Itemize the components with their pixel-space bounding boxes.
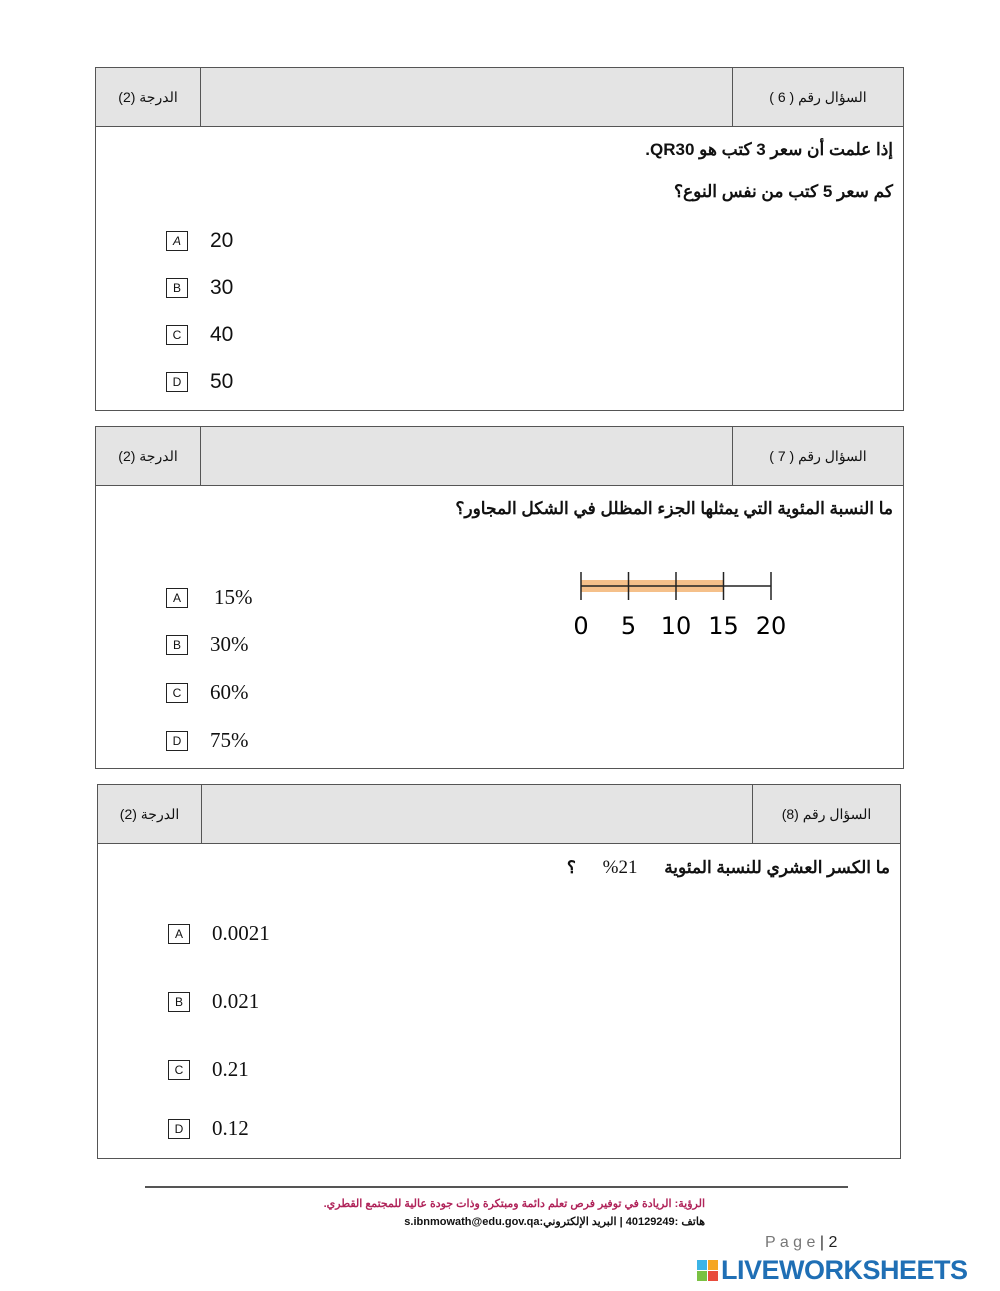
option-value: 30 xyxy=(210,276,234,299)
question-7: الدرجة (2) السؤال رقم ( 7 ) ما النسبة ال… xyxy=(95,426,904,769)
percent-value: 21% xyxy=(602,857,638,878)
option-value: 15% xyxy=(214,585,253,609)
tick-label: 5 xyxy=(621,612,636,640)
option-letter[interactable]: A xyxy=(166,231,188,251)
option-c[interactable]: C 0.21 xyxy=(168,1057,249,1082)
option-d[interactable]: D 75% xyxy=(166,728,249,753)
question-line: ما الكسر العشري للنسبة المئوية 21% ؟ xyxy=(567,857,890,879)
question-number: السؤال رقم ( 7 ) xyxy=(769,447,867,464)
liveworksheets-logo: LIVEWORKSHEETS xyxy=(697,1255,968,1286)
footer-contact: هاتف :40129249 | البريد الإلكتروني:s.ibn… xyxy=(404,1216,705,1228)
page-number: 2 xyxy=(828,1234,838,1251)
option-c[interactable]: C 40 xyxy=(166,323,233,347)
question-number: السؤال رقم (8) xyxy=(781,805,872,822)
logo-icon xyxy=(697,1260,718,1281)
option-value: 40 xyxy=(210,323,234,346)
option-letter[interactable]: C xyxy=(166,682,188,703)
logo-text: LIVEWORKSHEETS xyxy=(721,1255,968,1285)
option-letter[interactable]: D xyxy=(168,1118,190,1139)
option-value: 0.0021 xyxy=(212,921,270,945)
option-b[interactable]: B 30% xyxy=(166,632,249,657)
tick-label: 15 xyxy=(708,612,739,640)
page-label: P a g e xyxy=(765,1234,816,1251)
question-8: الدرجة (2) السؤال رقم (8) ما الكسر العشر… xyxy=(97,784,901,1159)
question-header: الدرجة (2) السؤال رقم (8) xyxy=(98,785,900,844)
answer-area[interactable] xyxy=(201,427,733,485)
question-number: السؤال رقم ( 6 ) xyxy=(769,88,867,105)
option-value: 0.12 xyxy=(212,1116,249,1140)
grade-label: الدرجة (2) xyxy=(96,68,201,126)
option-value: 30% xyxy=(210,632,249,656)
option-value: 0.21 xyxy=(212,1057,249,1081)
option-b[interactable]: B 0.021 xyxy=(168,989,259,1014)
option-value: 20 xyxy=(210,229,234,252)
footer-divider xyxy=(145,1186,848,1188)
option-value: 75% xyxy=(210,728,249,752)
option-value: 60% xyxy=(210,680,249,704)
answer-area[interactable] xyxy=(202,785,753,843)
option-c[interactable]: C 60% xyxy=(166,680,249,705)
question-mark: ؟ xyxy=(566,858,576,877)
option-d[interactable]: D 0.12 xyxy=(168,1116,249,1141)
page-indicator: P a g e | 2 xyxy=(765,1234,838,1251)
option-letter[interactable]: B xyxy=(166,278,188,298)
question-line: إذا علمت أن سعر 3 كتب هو QR30. xyxy=(645,140,893,159)
question-header: الدرجة (2) السؤال رقم ( 7 ) xyxy=(96,427,903,486)
option-letter[interactable]: B xyxy=(166,634,188,655)
question-line: ما النسبة المئوية التي يمثلها الجزء المظ… xyxy=(455,499,893,518)
tick-label: 10 xyxy=(661,612,692,640)
option-letter[interactable]: D xyxy=(166,372,188,392)
option-a[interactable]: A 0.0021 xyxy=(168,921,270,946)
option-letter[interactable]: B xyxy=(168,991,190,1012)
question-line: كم سعر 5 كتب من نفس النوع؟ xyxy=(674,182,893,201)
answer-area[interactable] xyxy=(201,68,733,126)
question-text: ما الكسر العشري للنسبة المئوية xyxy=(664,858,890,877)
option-d[interactable]: D 50 xyxy=(166,370,233,394)
option-letter[interactable]: C xyxy=(166,325,188,345)
grade-label: الدرجة (2) xyxy=(96,427,201,485)
option-letter[interactable]: A xyxy=(166,587,188,608)
option-letter[interactable]: D xyxy=(166,730,188,751)
question-6: الدرجة (2) السؤال رقم ( 6 ) إذا علمت أن … xyxy=(95,67,904,411)
option-a[interactable]: A 15% xyxy=(166,585,253,610)
tick-label: 0 xyxy=(573,612,588,640)
footer-vision: الرؤية: الريادة في توفير فرص تعلم دائمة … xyxy=(323,1198,705,1210)
option-letter[interactable]: C xyxy=(168,1059,190,1080)
option-a[interactable]: A 20 xyxy=(166,229,233,253)
question-header: الدرجة (2) السؤال رقم ( 6 ) xyxy=(96,68,903,127)
grade-label: الدرجة (2) xyxy=(98,785,202,843)
option-b[interactable]: B 30 xyxy=(166,276,233,300)
tick-label: 20 xyxy=(756,612,787,640)
option-value: 0.021 xyxy=(212,989,260,1013)
option-value: 50 xyxy=(210,370,234,393)
number-line-figure: 0 5 10 15 20 xyxy=(573,572,787,640)
option-letter[interactable]: A xyxy=(168,923,190,944)
